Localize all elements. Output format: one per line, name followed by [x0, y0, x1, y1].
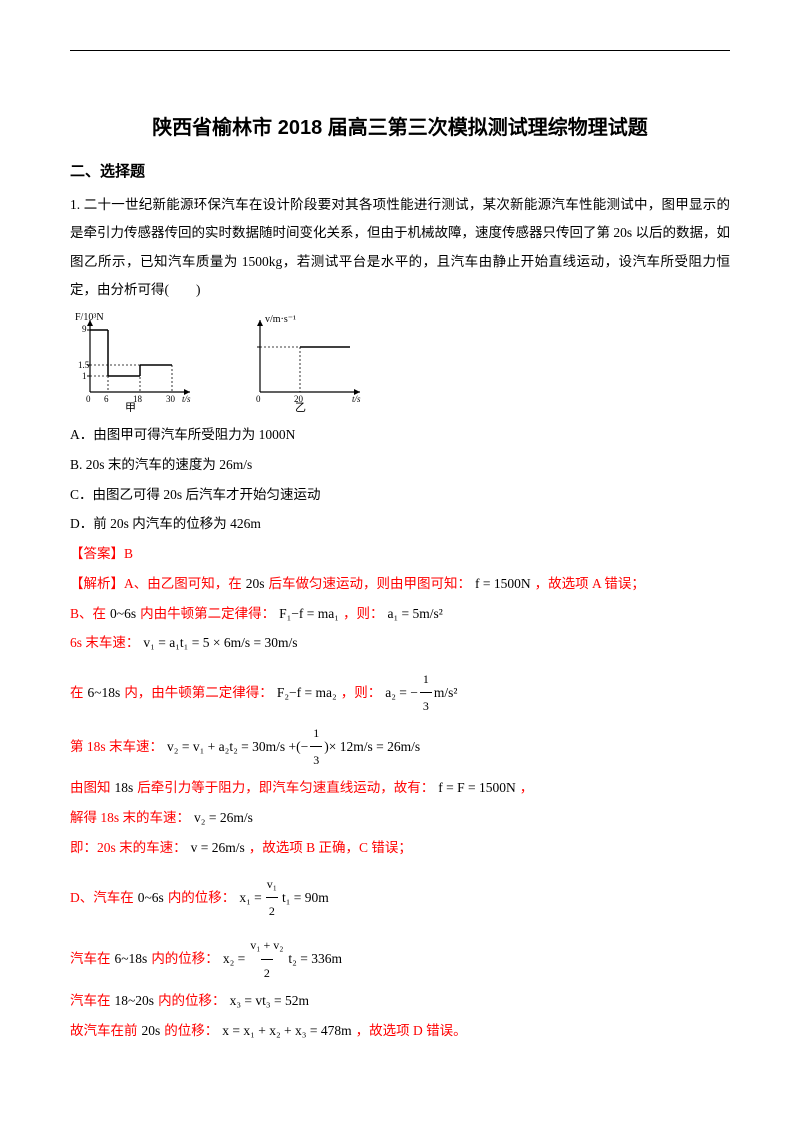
- svg-text:t/s: t/s: [182, 394, 191, 404]
- text: 的位移：: [164, 1016, 218, 1046]
- text: D、汽车在: [70, 883, 134, 913]
- page-title: 陕西省榆林市 2018 届高三第三次模拟测试理综物理试题: [70, 111, 730, 140]
- exp-total: 故汽车在前 20s 的位移： x = x₁ + x₂ + x₃ = 478m ，…: [70, 1016, 730, 1046]
- text: B、在: [70, 599, 106, 629]
- option-d: D．前 20s 内汽车的位移为 426m: [70, 509, 730, 539]
- option-a: A．由图甲可得汽车所受阻力为 1000N: [70, 420, 730, 450]
- math-a2: a₂ = −13m/s²: [385, 666, 457, 720]
- exp-d618: 汽车在 6~18s 内的位移： x₂ = v₁ + v₂2t₂ = 336m: [70, 932, 730, 986]
- svg-text:30: 30: [166, 394, 176, 404]
- graph-jia: F/10³N 9 1.5 1 0 6 18 30 t/s 甲: [70, 312, 200, 412]
- svg-text:v/m·s⁻¹: v/m·s⁻¹: [265, 314, 296, 325]
- math: v₂ = 26m/s: [194, 803, 253, 833]
- text: 在: [70, 678, 84, 708]
- exp-1820: 汽车在 18~20s 内的位移： x₃ = vt₃ = 52m: [70, 986, 730, 1016]
- svg-text:0: 0: [86, 394, 91, 404]
- text: 6s 末车速：: [70, 628, 139, 658]
- math: F₂−f = ma₂: [277, 678, 337, 708]
- text: 解得 18s 末的车速：: [70, 803, 190, 833]
- math: f = 1500N: [475, 569, 531, 599]
- exp-20s: 即：20s 末的车速： v = 26m/s ，故选项 B 正确，C 错误；: [70, 833, 730, 863]
- svg-text:1: 1: [82, 371, 87, 381]
- svg-text:乙: 乙: [295, 401, 306, 412]
- answer-label: 【答案】B: [70, 539, 133, 569]
- text: 后车做匀速运动，则由甲图可知：: [269, 569, 472, 599]
- math-x1: x₁ = v₁2t₁ = 90m: [239, 871, 328, 925]
- svg-text:F/10³N: F/10³N: [75, 312, 104, 323]
- math: 6~18s: [88, 678, 121, 708]
- text: ，: [520, 773, 534, 803]
- text: 内的位移：: [168, 883, 236, 913]
- svg-text:t/s: t/s: [352, 394, 361, 404]
- exp-solve: 解得 18s 末的车速： v₂ = 26m/s: [70, 803, 730, 833]
- text: ，则：: [341, 678, 382, 708]
- math: 18s: [115, 773, 134, 803]
- text: 内由牛顿第二定律得：: [140, 599, 275, 629]
- math: f = F = 1500N: [438, 773, 515, 803]
- exp-b: B、在 0~6s 内由牛顿第二定律得： F₁−f = ma₁ ，则： a₁ = …: [70, 599, 730, 629]
- math: 20s: [246, 569, 265, 599]
- math: a₁ = 5m/s²: [387, 599, 442, 629]
- text: 由图知: [70, 773, 111, 803]
- math: v = 26m/s: [191, 833, 245, 863]
- svg-text:0: 0: [256, 394, 261, 404]
- math: 0~6s: [110, 599, 136, 629]
- text: 内的位移：: [151, 944, 219, 974]
- exp-618: 在 6~18s 内，由牛顿第二定律得： F₂−f = ma₂ ，则： a₂ = …: [70, 666, 730, 720]
- math: 20s: [142, 1016, 161, 1046]
- math: 0~6s: [138, 883, 164, 913]
- option-b: B. 20s 末的汽车的速度为 26m/s: [70, 450, 730, 480]
- section-heading: 二、选择题: [70, 160, 730, 181]
- svg-text:6: 6: [104, 394, 109, 404]
- math: v₁ = a₁t₁ = 5 × 6m/s = 30m/s: [143, 628, 297, 658]
- text: 汽车在: [70, 986, 111, 1016]
- explanation-label: 【解析】: [70, 569, 124, 599]
- text: 内，由牛顿第二定律得：: [124, 678, 273, 708]
- text: ，则：: [343, 599, 384, 629]
- text: ，故选项 D 错误。: [356, 1016, 467, 1046]
- header-rule: [70, 50, 730, 51]
- exp-a: 【解析】 A、由乙图可知，在 20s 后车做匀速运动，则由甲图可知： f = 1…: [70, 569, 730, 599]
- svg-text:甲: 甲: [125, 402, 136, 412]
- math: 6~18s: [115, 944, 148, 974]
- text: 故汽车在前: [70, 1016, 138, 1046]
- math: F₁−f = ma₁: [279, 599, 339, 629]
- text: 第 18s 末车速：: [70, 732, 163, 762]
- text: 内的位移：: [158, 986, 226, 1016]
- text: ，故选项 A 错误；: [535, 569, 645, 599]
- text: A、由乙图可知，在: [124, 569, 242, 599]
- math: 18~20s: [115, 986, 155, 1016]
- text: 后牵引力等于阻力，即汽车匀速直线运动，故有：: [137, 773, 434, 803]
- graph-row: F/10³N 9 1.5 1 0 6 18 30 t/s 甲: [70, 312, 730, 412]
- answer-line: 【答案】B: [70, 539, 730, 569]
- exp-ff: 由图知 18s 后牵引力等于阻力，即汽车匀速直线运动，故有： f = F = 1…: [70, 773, 730, 803]
- math: x₃ = vt₃ = 52m: [230, 986, 309, 1016]
- text: 即：20s 末的车速：: [70, 833, 187, 863]
- exp-6s: 6s 末车速： v₁ = a₁t₁ = 5 × 6m/s = 30m/s: [70, 628, 730, 658]
- svg-text:9: 9: [82, 324, 87, 334]
- graph-yi: v/m·s⁻¹ 0 20 t/s 乙: [240, 312, 370, 412]
- text: ，故选项 B 正确，C 错误；: [249, 833, 412, 863]
- question-1-text: 1. 二十一世纪新能源环保汽车在设计阶段要对其各项性能进行测试，某次新能源汽车性…: [70, 191, 730, 304]
- text: 汽车在: [70, 944, 111, 974]
- math: x = x₁ + x₂ + x₃ = 478m: [222, 1016, 351, 1046]
- math-v2: v₂ = v₁ + a₂t₂ = 30m/s + (−13) × 12m/s =…: [167, 720, 420, 774]
- exp-18s: 第 18s 末车速： v₂ = v₁ + a₂t₂ = 30m/s + (−13…: [70, 720, 730, 774]
- exp-d: D、汽车在 0~6s 内的位移： x₁ = v₁2t₁ = 90m: [70, 871, 730, 925]
- math-x2: x₂ = v₁ + v₂2t₂ = 336m: [223, 932, 342, 986]
- option-c: C．由图乙可得 20s 后汽车才开始匀速运动: [70, 480, 730, 510]
